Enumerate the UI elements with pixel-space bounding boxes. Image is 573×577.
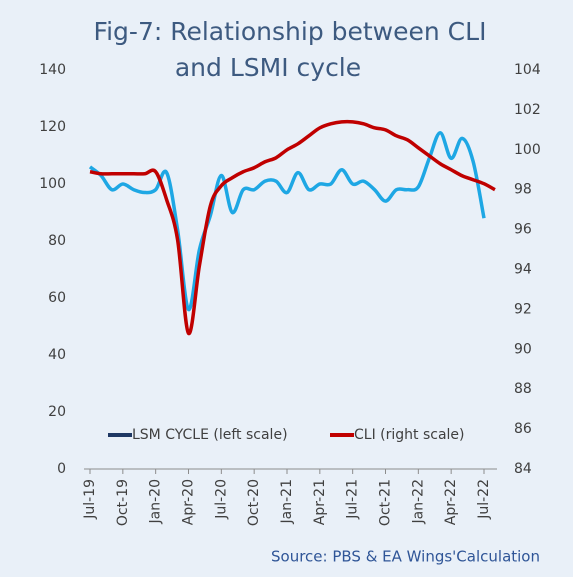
y2-tick-label: 102 (514, 102, 541, 118)
y2-tick-label: 94 (514, 262, 532, 278)
y-tick-label: 100 (39, 176, 66, 192)
chart-title: Fig-7: Relationship between CLI (94, 17, 487, 46)
x-tick-label: Jul-22 (476, 479, 492, 520)
x-tick-label: Apr-21 (312, 479, 328, 525)
y2-tick-label: 88 (514, 381, 532, 397)
chart-title: and LSMI cycle (175, 53, 361, 82)
x-tick-label: Jan-21 (279, 479, 295, 524)
y-tick-label: 60 (48, 290, 66, 306)
y-tick-label: 20 (48, 404, 66, 420)
x-tick-label: Oct-19 (115, 479, 131, 526)
y2-tick-label: 92 (514, 301, 532, 317)
x-tick-label: Jan-22 (410, 479, 426, 524)
source: Source: PBS & EA Wings'Calculation (271, 548, 540, 566)
y2-tick-label: 84 (514, 461, 532, 477)
y-tick-label: 140 (39, 62, 66, 78)
x-tick-label: Apr-20 (181, 479, 197, 525)
x-tick-label: Jul-20 (213, 479, 229, 520)
x-tick-label: Oct-21 (378, 479, 394, 526)
y2-tick-label: 90 (514, 341, 532, 357)
x-tick-label: Oct-20 (246, 479, 262, 526)
y-tick-label: 80 (48, 233, 66, 249)
y2-tick-label: 86 (514, 421, 532, 437)
x-tick-label: Jul-19 (82, 479, 98, 520)
y-tick-label: 40 (48, 347, 66, 363)
line-series (88, 130, 486, 312)
y2-tick-label: 104 (514, 62, 541, 78)
y-tick-label: 0 (57, 461, 66, 477)
y-tick-label: 120 (39, 119, 66, 135)
y2-tick-label: 100 (514, 142, 541, 158)
legend-label: LSM CYCLE (left scale) (132, 427, 288, 443)
y2-tick-label: 96 (514, 222, 532, 238)
line-series (89, 119, 496, 336)
legend-label: CLI (right scale) (354, 427, 465, 443)
y2-tick-label: 98 (514, 182, 532, 198)
x-tick-label: Apr-22 (443, 479, 459, 525)
x-tick-label: Jul-21 (345, 479, 361, 520)
x-tick-label: Jan-20 (148, 479, 164, 524)
